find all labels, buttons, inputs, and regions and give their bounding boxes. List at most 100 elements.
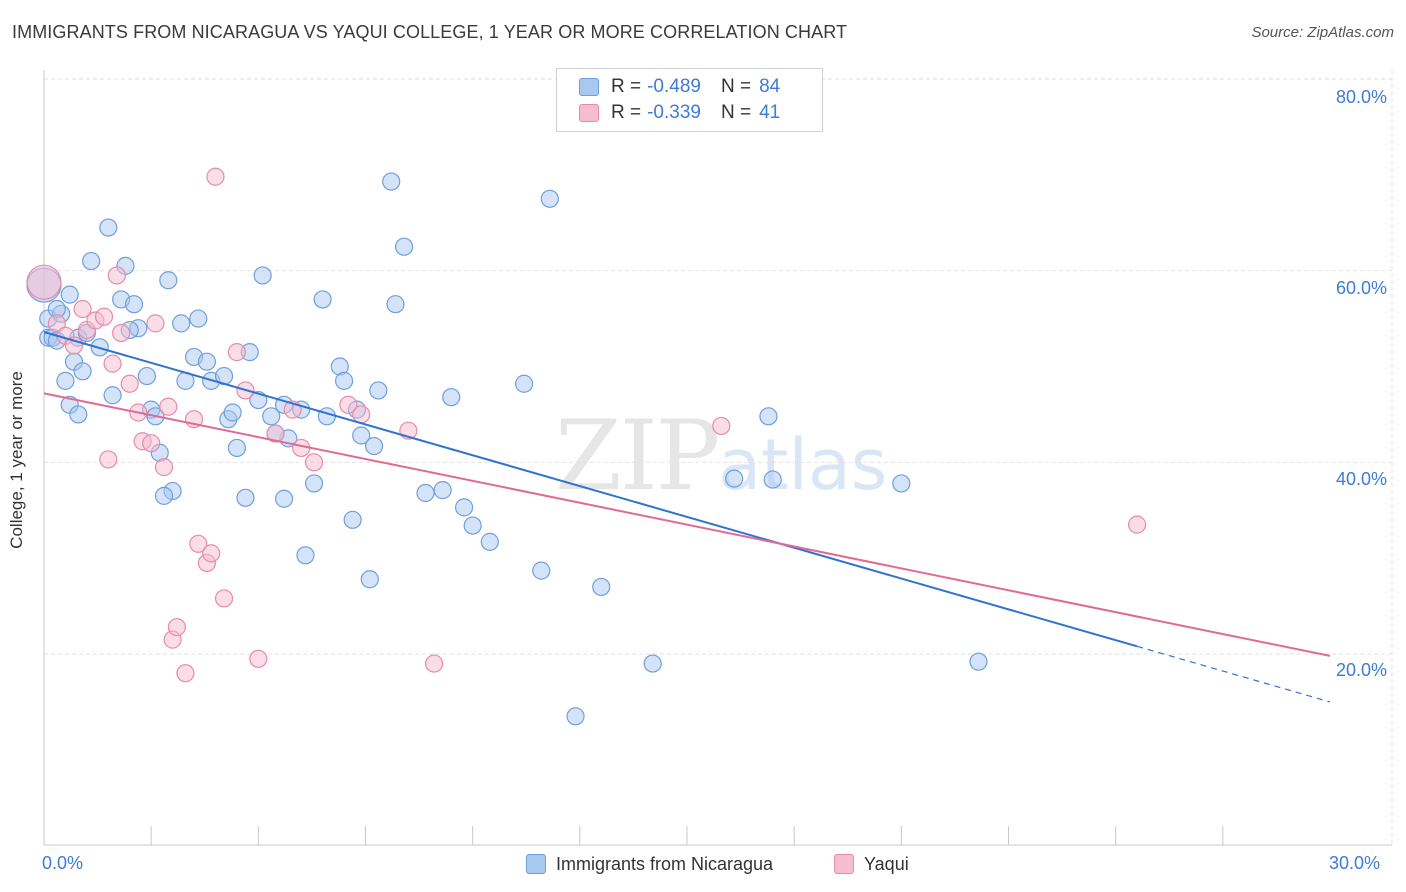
legend-r-label: R = — [611, 102, 642, 123]
nicaragua-point — [433, 481, 452, 500]
yaqui-point — [167, 618, 186, 637]
yaqui-point — [99, 450, 118, 469]
nicaragua-trend-extension — [1136, 645, 1331, 703]
series-swatch-blue — [526, 854, 546, 874]
yaqui-point — [227, 343, 246, 362]
legend-n-label: N = — [720, 76, 752, 97]
y-tick-label-80: 80.0% — [1336, 87, 1388, 107]
nicaragua-point — [480, 532, 499, 551]
yaqui-point — [189, 534, 208, 553]
nicaragua-point — [364, 436, 384, 456]
nicaragua-point — [334, 371, 354, 390]
watermark-zip: ZIP — [555, 400, 720, 512]
yaqui-point — [26, 264, 62, 300]
yaqui-point — [142, 434, 161, 453]
watermark-atlas: atlas — [718, 424, 888, 506]
nicaragua-point — [172, 314, 191, 333]
legend-r-value: -0.489 — [647, 76, 701, 97]
y-tick-label-60: 60.0% — [1336, 278, 1388, 298]
series-label-yaqui: Yaqui — [864, 853, 909, 874]
yaqui-point — [249, 649, 268, 668]
nicaragua-point — [352, 426, 371, 445]
nicaragua-point — [515, 374, 534, 393]
stats-legend: R = -0.489 N = 84 R = -0.339 N = 41 — [556, 68, 823, 132]
legend-row-nicaragua: R = -0.489 N = 84 — [579, 74, 780, 100]
legend-n-label: N = — [720, 102, 752, 123]
nicaragua-point — [442, 388, 461, 407]
nicaragua-point — [69, 405, 88, 424]
x-tick-label-max: 30.0% — [1329, 853, 1381, 873]
yaqui-point — [146, 314, 165, 333]
yaqui-point — [154, 458, 174, 477]
yaqui-point — [176, 664, 195, 683]
legend-swatch-blue — [579, 78, 599, 96]
nicaragua-point — [540, 189, 559, 208]
yaqui-trend-line — [43, 392, 1331, 657]
nicaragua-point — [969, 652, 988, 671]
nicaragua-point — [317, 407, 337, 426]
nicaragua-point — [360, 570, 379, 589]
nicaragua-point — [227, 438, 246, 458]
nicaragua-point — [154, 486, 174, 505]
nicaragua-point — [60, 285, 79, 304]
nicaragua-trend-line — [43, 331, 1138, 648]
nicaragua-point — [382, 172, 401, 191]
nicaragua-point — [274, 489, 294, 508]
legend-r-label: R = — [611, 76, 642, 97]
y-tick-label-20: 20.0% — [1336, 660, 1388, 680]
yaqui-point — [339, 395, 358, 414]
nicaragua-point — [197, 352, 216, 371]
nicaragua-point — [99, 218, 118, 237]
y-tick-label-40: 40.0% — [1336, 469, 1388, 489]
nicaragua-point — [253, 266, 272, 285]
yaqui-point — [47, 314, 66, 333]
yaqui-point — [352, 405, 371, 424]
nicaragua-point — [463, 516, 482, 535]
watermark: ZIPatlas — [555, 400, 887, 512]
yaqui-point — [1127, 515, 1147, 534]
legend-n-value: 41 — [759, 102, 781, 123]
nicaragua-point — [532, 561, 551, 580]
x-tick-label-min: 0.0% — [42, 853, 84, 873]
nicaragua-point — [369, 381, 388, 400]
nicaragua-point — [343, 510, 362, 529]
yaqui-point — [120, 374, 139, 393]
nicaragua-point — [592, 577, 611, 597]
yaqui-point — [206, 167, 225, 186]
yaqui-point — [159, 397, 178, 416]
nicaragua-point — [137, 366, 156, 386]
nicaragua-point — [386, 295, 405, 314]
yaqui-point — [266, 424, 285, 443]
nicaragua-point — [82, 251, 101, 271]
nicaragua-point — [566, 707, 585, 726]
yaqui-point — [214, 589, 234, 608]
nicaragua-point — [454, 498, 474, 517]
yaqui-point — [304, 453, 324, 472]
series-swatch-pink — [834, 854, 854, 874]
legend-r-value: -0.339 — [647, 102, 701, 123]
nicaragua-point — [313, 290, 332, 309]
nicaragua-point — [416, 483, 435, 503]
nicaragua-point — [223, 403, 242, 422]
nicaragua-point — [394, 237, 414, 256]
nicaragua-point — [189, 309, 208, 328]
legend-row-yaqui: R = -0.339 N = 41 — [579, 100, 780, 126]
yaqui-point — [202, 544, 221, 563]
nicaragua-point — [725, 469, 744, 488]
nicaragua-point — [296, 546, 315, 565]
nicaragua-point — [124, 295, 144, 314]
nicaragua-point — [103, 386, 122, 405]
legend-swatch-pink — [579, 104, 599, 122]
yaqui-point — [103, 354, 122, 373]
legend-n-value: 84 — [759, 76, 781, 97]
nicaragua-point — [643, 654, 662, 673]
yaqui-point — [94, 307, 114, 326]
nicaragua-point — [763, 470, 782, 489]
nicaragua-point — [73, 362, 92, 381]
yaqui-point — [424, 654, 444, 673]
nicaragua-point — [159, 271, 178, 290]
nicaragua-point — [759, 407, 778, 426]
nicaragua-point — [892, 474, 911, 493]
series-label-nicaragua: Immigrants from Nicaragua — [556, 853, 774, 874]
